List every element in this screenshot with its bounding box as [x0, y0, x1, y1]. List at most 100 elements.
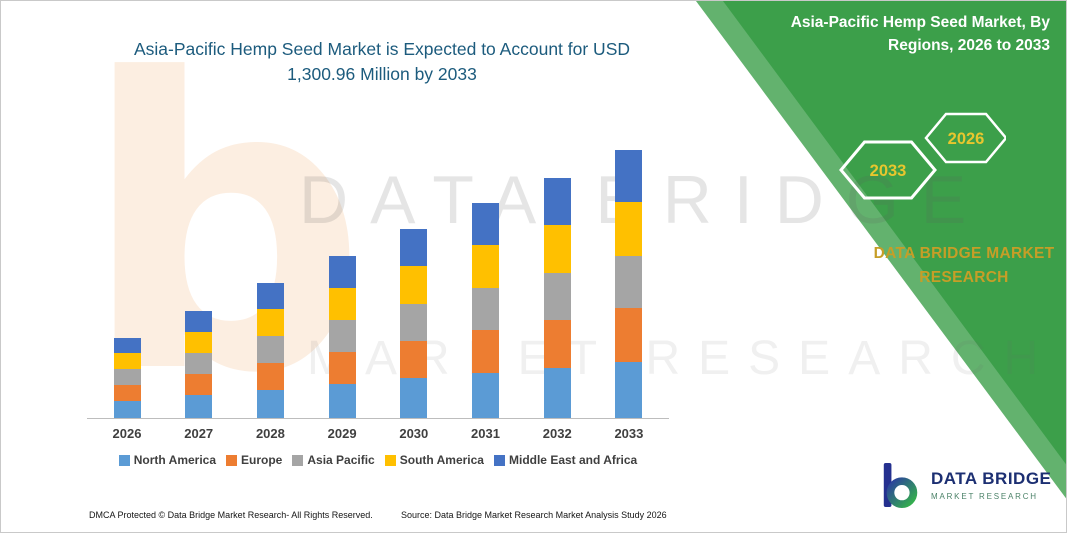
hexagon-2026 — [924, 112, 1006, 164]
brand-name-line1: DATA BRIDGE MARKET — [873, 245, 1055, 262]
chart-title-line2: 1,300.96 Million by 2033 — [287, 64, 477, 85]
bar-segment-middle-east-and-africa — [400, 229, 428, 266]
chart-title: Asia-Pacific Hemp Seed Market is Expecte… — [104, 37, 660, 88]
legend-swatch — [292, 454, 304, 466]
side-panel-title-line2: Regions, 2026 to 2033 — [888, 37, 1050, 55]
stacked-bar-2031 — [472, 202, 500, 418]
bar-segment-asia-pacific — [256, 336, 284, 363]
legend-label: South America — [399, 453, 484, 467]
legend-swatch — [226, 454, 238, 466]
bar-segment-north-america — [615, 361, 643, 418]
logo-b-icon — [883, 463, 918, 508]
bar-segment-europe — [328, 351, 356, 384]
legend-item: North America — [118, 453, 217, 467]
footer-dmca-text: DMCA Protected © Data Bridge Market Rese… — [89, 510, 373, 520]
legend-label: North America — [133, 453, 217, 467]
side-panel-title: Asia-Pacific Hemp Seed Market, By Region… — [730, 11, 1050, 58]
side-panel-title-line1: Asia-Pacific Hemp Seed Market, By — [790, 14, 1050, 31]
bar-segment-south-america — [400, 265, 428, 304]
x-axis-label: 2033 — [614, 426, 644, 441]
bar-segment-europe — [185, 373, 213, 396]
bar-segment-north-america — [400, 378, 428, 418]
logo-text: DATA BRIDGE MARKET RESEARCH — [931, 469, 1051, 501]
bar-segment-asia-pacific — [615, 255, 643, 309]
bar-column-2026 — [107, 150, 147, 418]
bar-segment-asia-pacific — [185, 352, 213, 374]
watermark-text-line2: MARKET RESEARCH — [307, 332, 1057, 385]
x-axis-label: 2026 — [112, 426, 142, 441]
hexagon-year-2026: 2026 — [948, 130, 985, 148]
x-axis-labels: 2026 2027 2028 2029 2030 2031 2032 2033 — [87, 426, 669, 441]
bar-segment-south-america — [472, 244, 500, 288]
legend-label: Middle East and Africa — [508, 453, 638, 467]
bar-segment-asia-pacific — [472, 287, 500, 330]
brand-name-line2: RESEARCH — [919, 269, 1009, 287]
bar-column-2033 — [609, 149, 649, 418]
footer-source-text: Source: Data Bridge Market Research Mark… — [401, 510, 667, 520]
x-axis-label: 2029 — [327, 426, 357, 441]
bar-segment-middle-east-and-africa — [113, 337, 141, 354]
bar-segment-asia-pacific — [543, 272, 571, 320]
bar-segment-middle-east-and-africa — [615, 149, 643, 203]
brand-name-text: DATA BRIDGE MARKET RESEARCH — [869, 242, 1059, 290]
bar-segment-middle-east-and-africa — [472, 202, 500, 245]
legend-item: Middle East and Africa — [493, 453, 638, 467]
bar-segment-europe — [615, 308, 643, 362]
legend-item: Asia Pacific — [292, 453, 375, 467]
stacked-bar-2029 — [328, 256, 356, 418]
legend-swatch — [118, 454, 130, 466]
chart-title-line1: Asia-Pacific Hemp Seed Market is Expecte… — [133, 39, 631, 59]
x-axis-label: 2032 — [542, 426, 572, 441]
legend-swatch — [493, 454, 505, 466]
stacked-bar-2030 — [400, 229, 428, 418]
stacked-bar-2033 — [615, 149, 643, 418]
bar-segment-europe — [543, 319, 571, 368]
company-logo: DATA BRIDGE MARKET RESEARCH — [879, 461, 1051, 509]
stacked-bar-2028 — [256, 283, 284, 418]
plot-area — [87, 149, 669, 419]
legend-swatch — [384, 454, 396, 466]
legend-label: Asia Pacific — [307, 453, 375, 467]
bar-segment-north-america — [328, 384, 356, 418]
bar-column-2031 — [466, 150, 506, 418]
bar-segment-middle-east-and-africa — [543, 177, 571, 225]
stacked-bar-2026 — [113, 337, 141, 418]
bar-segment-middle-east-and-africa — [185, 310, 213, 332]
bar-column-2030 — [394, 150, 434, 418]
legend-label: Europe — [241, 453, 283, 467]
bar-segment-middle-east-and-africa — [256, 283, 284, 310]
bar-segment-north-america — [256, 389, 284, 418]
x-axis-label: 2028 — [255, 426, 285, 441]
bar-segment-north-america — [185, 395, 213, 418]
bar-segment-south-america — [543, 224, 571, 273]
bar-segment-asia-pacific — [113, 369, 141, 386]
hexagon-2033 — [839, 140, 937, 200]
logo-brand-name: DATA BRIDGE — [931, 469, 1052, 488]
bar-segment-europe — [472, 329, 500, 373]
bar-segment-south-america — [113, 353, 141, 370]
hexagon-year-2033: 2033 — [870, 162, 907, 180]
bar-segment-north-america — [543, 367, 571, 418]
bar-column-2027 — [179, 150, 219, 418]
stacked-bar-2032 — [543, 177, 571, 418]
bar-segment-north-america — [113, 401, 141, 418]
chart-area: 2026 2027 2028 2029 2030 2031 2032 2033 North A… — [87, 149, 669, 467]
bar-segment-north-america — [472, 372, 500, 418]
bar-segment-middle-east-and-africa — [328, 256, 356, 288]
legend-item: Europe — [226, 453, 282, 467]
bar-segment-south-america — [615, 202, 643, 256]
x-axis-label: 2027 — [184, 426, 214, 441]
stacked-bar-2027 — [185, 310, 213, 418]
logo-tagline: MARKET RESEARCH — [931, 492, 1038, 501]
green-panel-polygon — [696, 1, 1066, 499]
bar-segment-europe — [400, 340, 428, 379]
x-axis-label: 2031 — [471, 426, 500, 441]
bar-segment-europe — [113, 385, 141, 402]
bar-segment-asia-pacific — [328, 320, 356, 352]
bar-column-2029 — [322, 150, 362, 418]
bar-segment-south-america — [256, 309, 284, 337]
bar-segment-europe — [256, 362, 284, 390]
x-axis-label: 2030 — [399, 426, 429, 441]
